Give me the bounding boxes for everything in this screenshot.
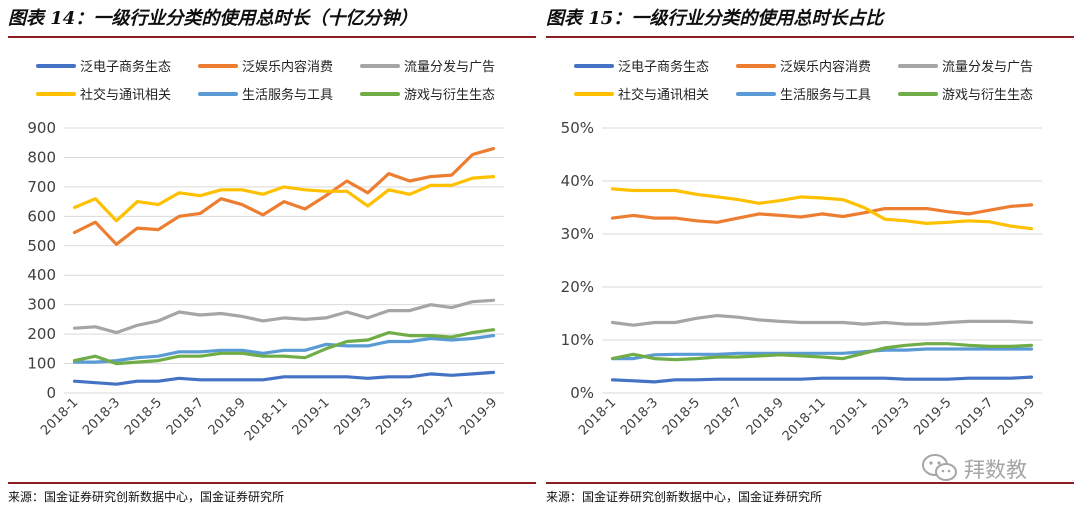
x-tick-label: 2018-5 [122,395,165,438]
title-rule [8,36,536,38]
legend-label: 游戏与衍生生态 [404,88,495,103]
source-rule [8,482,536,484]
source-note: 来源：国金证券研究创新数据中心，国金证券研究所 [8,490,285,504]
series-line [72,146,496,246]
legend-label: 流量分发与广告 [942,59,1033,75]
y-tick-label: 0 [46,384,56,402]
source-rule [546,482,1074,484]
legend-label: 泛电子商务生态 [80,59,171,75]
x-tick-label: 2018-3 [618,395,661,438]
y-tick-label: 10% [561,331,594,349]
y-tick-label: 700 [27,178,56,196]
legend-label: 泛电子商务生态 [618,59,709,75]
source-note: 来源：国金证券研究创新数据中心，国金证券研究所 [546,490,823,504]
series-line [72,334,496,364]
series-line [72,175,496,223]
legend-label: 社交与通讯相关 [618,87,709,103]
legend-label: 生活服务与工具 [242,87,333,103]
watermark-text: 拜数教 [964,458,1027,482]
line-chart: 0 100 200 300 400 500 600 700 800 900 2018-12018-3… [27,59,504,444]
y-tick-label: 30% [561,225,594,243]
legend-label: 泛娱乐内容消费 [780,59,871,75]
x-tick-label: 2018-1 [38,395,81,438]
y-tick-label: 40% [561,172,594,190]
x-tick-label: 2018-11 [242,395,291,444]
series-line [610,314,1034,327]
y-tick-label: 0% [570,384,594,402]
chart-panel-15: 图表 15：一级行业分类的使用总时长占比 0% 10% 20% 30% 40% 50% 20… [546,0,1074,515]
legend-label: 社交与通讯相关 [80,87,171,103]
wechat-icon [922,454,957,481]
watermark: 拜数教 [920,452,1060,486]
y-tick-label: 400 [27,266,56,284]
x-tick-label: 2018-7 [702,395,745,438]
x-tick-label: 2019-5 [373,395,416,438]
x-tick-label: 2019-1 [290,395,333,438]
chart-title: 图表 15：一级行业分类的使用总时长占比 [546,8,884,29]
series-line [610,187,1034,231]
x-tick-label: 2018-3 [80,395,123,438]
y-tick-label: 50% [561,119,594,137]
y-tick-label: 500 [27,237,56,255]
y-tick-label: 800 [27,148,56,166]
x-tick-label: 2019-9 [457,395,500,438]
series-line [610,203,1034,224]
x-tick-label: 2019-1 [828,395,871,438]
x-tick-label: 2019-9 [995,395,1038,438]
chart-panel-14: 图表 14：一级行业分类的使用总时长（十亿分钟） 0 100 200 300 400 50… [8,0,536,515]
series-line [72,298,496,335]
x-tick-label: 2018-7 [164,395,207,438]
chart-title: 图表 14：一级行业分类的使用总时长（十亿分钟） [8,8,418,29]
x-tick-label: 2019-7 [953,395,996,438]
line-chart: 0%10%20%30%40%50%2018-12018-32018-52018-… [561,59,1042,444]
x-tick-label: 2019-3 [331,395,374,438]
title-rule [546,36,1074,38]
legend-label: 流量分发与广告 [404,59,495,75]
y-tick-label: 20% [561,278,594,296]
x-tick-label: 2018-5 [660,395,703,438]
y-tick-label: 300 [27,296,56,314]
series-line [610,342,1034,362]
series-line [610,347,1034,361]
y-tick-label: 200 [27,325,56,343]
series-line [72,328,496,366]
series-line [72,370,496,386]
legend-label: 泛娱乐内容消费 [242,59,333,75]
x-tick-label: 2019-7 [415,395,458,438]
y-tick-label: 600 [27,207,56,225]
legend-label: 游戏与衍生生态 [942,88,1033,103]
y-tick-label: 100 [27,355,56,373]
x-tick-label: 2019-3 [869,395,912,438]
series-line [610,375,1034,384]
legend-label: 生活服务与工具 [780,87,871,103]
x-tick-label: 2018-11 [780,395,829,444]
x-tick-label: 2019-5 [911,395,954,438]
y-tick-label: 900 [27,119,56,137]
